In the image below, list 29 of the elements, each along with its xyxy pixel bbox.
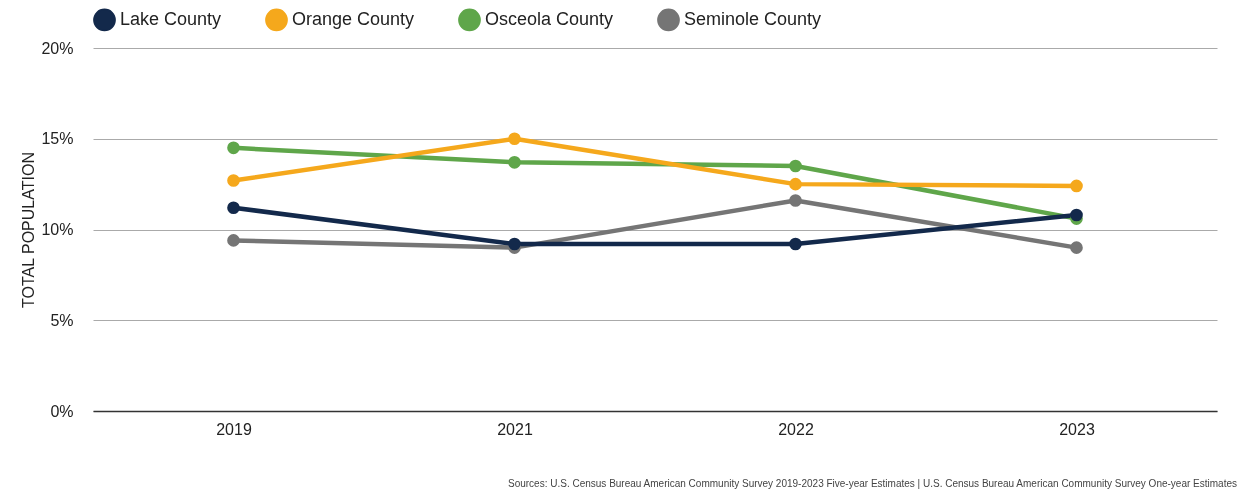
point (1070, 179, 1083, 193)
point (227, 141, 240, 155)
y-axis-title: TOTAL POPULATION (20, 152, 38, 308)
legend-label: Lake County (120, 8, 222, 29)
y-tick-label: 15% (41, 130, 74, 148)
point (1070, 241, 1083, 254)
point (508, 156, 521, 169)
x-tick-label: 2022 (778, 420, 814, 438)
point (789, 159, 802, 173)
legend-label: Seminole County (684, 8, 822, 29)
source-note: Sources: U.S. Census Bureau American Community Survey 2019-2023 Five-year Estimates | U.S. Census Bureau American Community Survey One-year Estimates (507, 478, 1237, 489)
point (227, 234, 240, 247)
legend-label: Orange County (292, 8, 415, 29)
point (789, 177, 802, 191)
y-tick-label: 5% (50, 311, 74, 329)
point (508, 237, 521, 251)
y-tick-label: 10% (41, 221, 74, 238)
point (508, 132, 521, 146)
x-tick-label: 2019 (216, 420, 252, 438)
point (227, 174, 240, 187)
legend-label: Osceola County (485, 8, 614, 29)
point (227, 201, 240, 215)
y-tick-label: 0% (50, 402, 74, 420)
x-tick-label: 2023 (1059, 420, 1095, 438)
point (789, 237, 802, 251)
point (789, 194, 802, 207)
x-tick-label: 2021 (497, 420, 533, 438)
point (1070, 208, 1083, 222)
y-tick-label: 20% (41, 39, 74, 57)
